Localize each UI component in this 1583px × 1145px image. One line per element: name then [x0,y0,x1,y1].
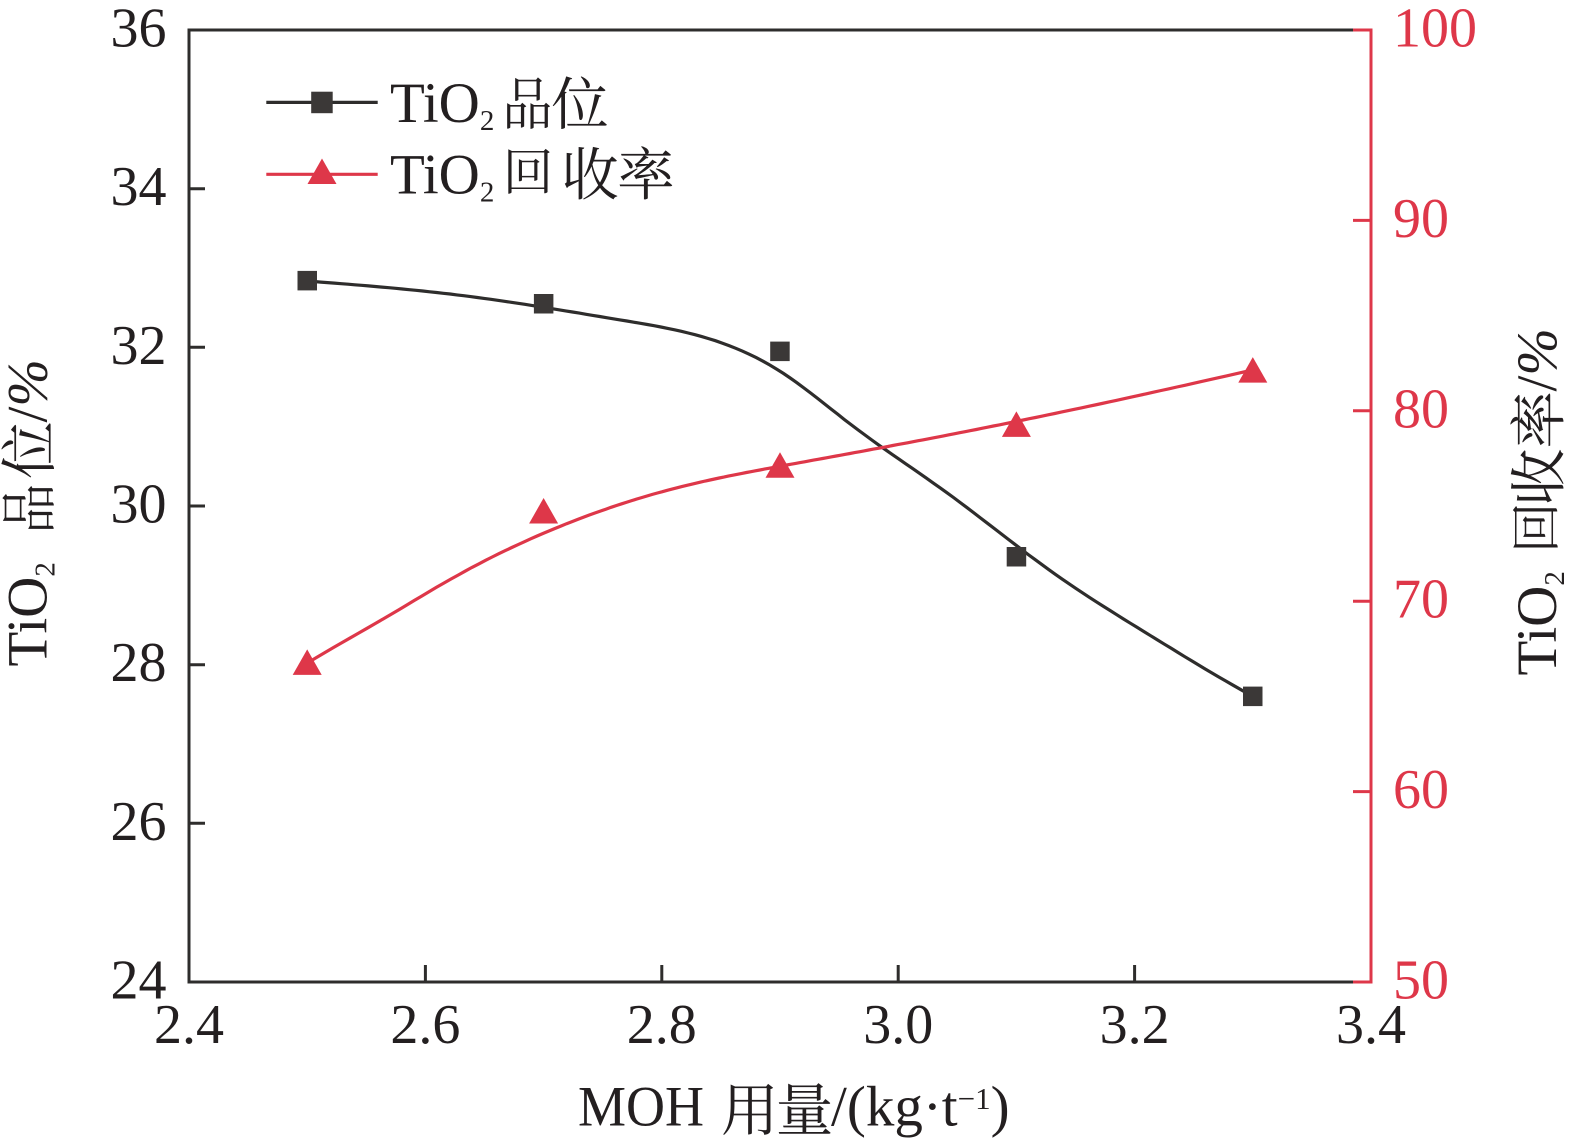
svg-text:34: 34 [111,156,167,218]
svg-text:90: 90 [1393,188,1449,250]
svg-text:80: 80 [1393,378,1449,440]
svg-text:32: 32 [111,315,167,377]
svg-text:3.0: 3.0 [863,994,933,1056]
svg-text:2.4: 2.4 [154,994,224,1056]
svg-text:2.6: 2.6 [390,994,460,1056]
svg-text:TiO2: TiO2 [390,144,494,209]
svg-text:70: 70 [1393,569,1449,631]
svg-text:50: 50 [1393,950,1449,1012]
svg-text:MOH: MOH [578,1076,704,1139]
svg-text:3.2: 3.2 [1100,994,1170,1056]
svg-text:/%: /% [1506,328,1569,391]
svg-text:30: 30 [111,474,167,536]
svg-text:36: 36 [111,0,167,60]
svg-text:2.8: 2.8 [627,994,697,1056]
svg-text:100: 100 [1393,0,1477,60]
svg-text:60: 60 [1393,759,1449,821]
svg-text:26: 26 [111,791,167,853]
svg-text:28: 28 [111,632,167,694]
svg-text:TiO2: TiO2 [1506,571,1571,675]
svg-text:TiO2: TiO2 [390,72,494,137]
svg-text:/%: /% [0,359,60,422]
svg-text:24: 24 [111,950,167,1012]
svg-text:TiO2: TiO2 [0,562,62,666]
svg-text:3.4: 3.4 [1336,994,1406,1056]
